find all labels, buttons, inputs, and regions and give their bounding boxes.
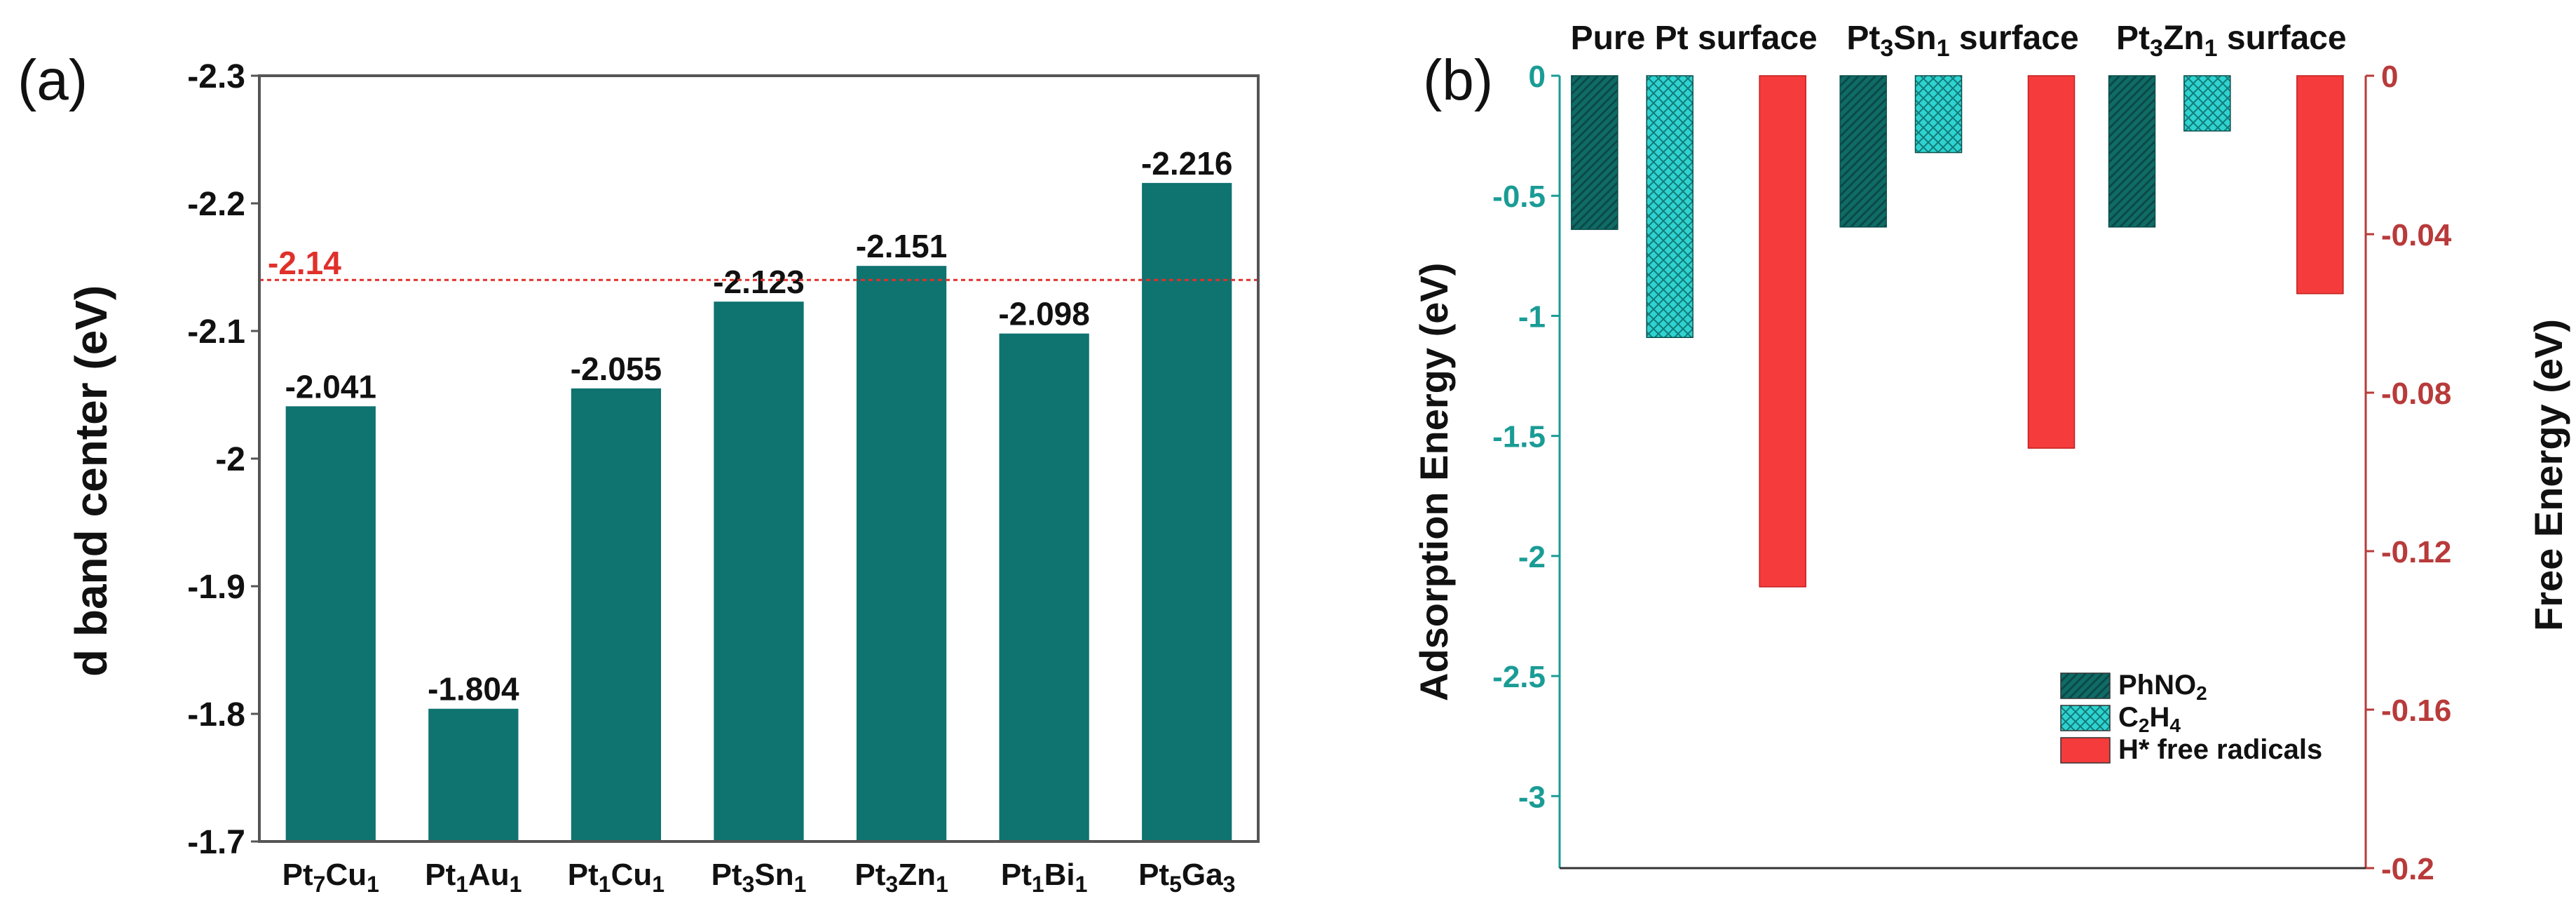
- panel-a-y-ticks: -1.7 -1.8 -1.9 -2 -2.1 -2.2 -2.3: [187, 58, 259, 861]
- panel-b-legend-label: PhNO2: [2118, 670, 2207, 704]
- panel-a-plot-frame: [258, 74, 1260, 843]
- panel-b-bar-h-radicals: [1759, 75, 1806, 588]
- panel-b-right-tick-label: -0.2: [2381, 852, 2434, 886]
- panel-a-y-tick-label: -2: [215, 441, 245, 478]
- panel-b-left-tick-label: -2.5: [1492, 660, 1546, 694]
- panel-a-bar: [285, 406, 376, 841]
- panel-a-label: (a): [18, 48, 88, 112]
- panel-a: (a) d band center (eV) -1.7 -1.8 -1.9 -2 -2.…: [18, 48, 1260, 897]
- panel-b-left-axis-title: Adsorption Energy (eV): [1412, 263, 1456, 701]
- panel-b-bars: [1571, 75, 2344, 588]
- panel-b-legend-swatch: [2060, 672, 2111, 699]
- panel-a-bar: [428, 708, 519, 841]
- panel-b-legend-label: H* free radicals: [2118, 734, 2322, 765]
- panel-a-bar: [1142, 182, 1232, 841]
- panel-b-right-tick-label: -0.12: [2381, 535, 2451, 569]
- panel-a-category-label: Pt1Au1: [425, 858, 522, 897]
- panel-a-reference: -2.14: [259, 245, 1258, 281]
- panel-a-y-tick-label: -1.8: [187, 696, 245, 733]
- panel-a-data-label: -2.055: [571, 351, 662, 387]
- panel-b-left-tick-label: 0: [1529, 60, 1546, 94]
- panel-b-bar-c2h4: [2183, 75, 2231, 132]
- panel-b-bar-phno2: [1839, 75, 1887, 228]
- panel-a-data-label: -2.123: [713, 264, 804, 300]
- panel-b-group-titles: Pure Pt surface Pt3Sn1 surface Pt3Zn1 surf…: [1571, 20, 2347, 62]
- panel-b-left-tick-label: -1: [1518, 299, 1546, 334]
- panel-b-left-tick-label: -0.5: [1492, 180, 1546, 214]
- panel-b-right-axis-title: Free Energy (eV): [2526, 319, 2570, 631]
- panel-b-left-ticks: 0 -0.5 -1 -1.5 -2 -2.5 -3: [1492, 60, 1560, 814]
- panel-a-bar: [999, 333, 1089, 841]
- panel-a-category-label: Pt1Cu1: [568, 858, 665, 897]
- panel-b-bar-h-radicals: [2296, 75, 2344, 295]
- panel-b-bar-phno2: [2108, 75, 2156, 228]
- panel-b-bar-phno2: [1571, 75, 1618, 230]
- panel-b-right-tick-label: -0.04: [2381, 218, 2452, 252]
- panel-a-data-label: -1.804: [428, 671, 519, 708]
- panel-a-y-tick-label: -2.3: [187, 58, 245, 95]
- panel-b-group-title: Pt3Zn1 surface: [2116, 20, 2347, 62]
- panel-a-category-label: Pt1Bi1: [1001, 858, 1088, 897]
- panel-b-left-tick-label: -3: [1518, 780, 1546, 814]
- panel-b-group-title: Pure Pt surface: [1571, 20, 1818, 57]
- panel-a-bar: [571, 388, 662, 841]
- panel-b-right-tick-label: 0: [2381, 60, 2398, 94]
- panel-a-data-label: -2.151: [856, 228, 947, 264]
- panel-b-legend-label: C2H4: [2118, 702, 2181, 736]
- panel-b-right-tick-label: -0.08: [2381, 377, 2451, 411]
- panel-b-left-tick-label: -1.5: [1492, 420, 1546, 454]
- panel-b-group-title: Pt3Sn1 surface: [1846, 20, 2078, 62]
- panel-b-left-tick-label: -2: [1518, 540, 1546, 574]
- panel-a-data-label: -2.098: [998, 296, 1089, 332]
- panel-a-y-tick-label: -1.7: [187, 824, 245, 861]
- panel-a-y-tick-label: -2.2: [187, 186, 245, 223]
- panel-b-bar-h-radicals: [2027, 75, 2076, 449]
- panel-a-category-labels: Pt7Cu1 Pt1Au1 Pt1Cu1 Pt3Sn1 Pt3Zn1 Pt1Bi1 Pt5G…: [282, 858, 1236, 897]
- panel-b-right-ticks: 0 -0.04 -0.08 -0.12 -0.16 -0.2: [2366, 60, 2452, 886]
- panel-a-bars: -2.041 -1.804 -2.055 -2.123 -2.151 -2.098 -2.2…: [285, 145, 1232, 841]
- panel-a-bar: [714, 302, 804, 841]
- panel-b-bar-c2h4: [1646, 75, 1694, 338]
- panel-a-data-label: -2.041: [285, 368, 376, 405]
- panel-b-axes: [1558, 76, 2367, 870]
- panel-a-reference-label: -2.14: [268, 245, 341, 281]
- panel-a-y-tick-label: -1.9: [187, 569, 245, 606]
- panel-a-y-tick-label: -2.1: [187, 313, 245, 351]
- panel-a-data-label: -2.216: [1141, 145, 1232, 182]
- panel-b: (b) Adsorption Energy (eV) Free Energy (…: [1412, 20, 2570, 886]
- panel-b-label: (b): [1423, 48, 1493, 112]
- panel-a-category-label: Pt3Sn1: [711, 858, 807, 897]
- panel-a-category-label: Pt7Cu1: [282, 858, 379, 897]
- panel-a-category-label: Pt5Ga3: [1138, 858, 1235, 897]
- panel-b-bar-c2h4: [1914, 75, 1963, 154]
- panel-a-y-axis-title: d band center (eV): [66, 285, 116, 677]
- panel-b-right-tick-label: -0.16: [2381, 694, 2451, 728]
- panel-a-category-label: Pt3Zn1: [854, 858, 948, 897]
- panel-b-legend-swatch: [2060, 737, 2111, 764]
- panel-b-legend-swatch: [2060, 705, 2111, 731]
- panel-a-bar: [856, 266, 947, 841]
